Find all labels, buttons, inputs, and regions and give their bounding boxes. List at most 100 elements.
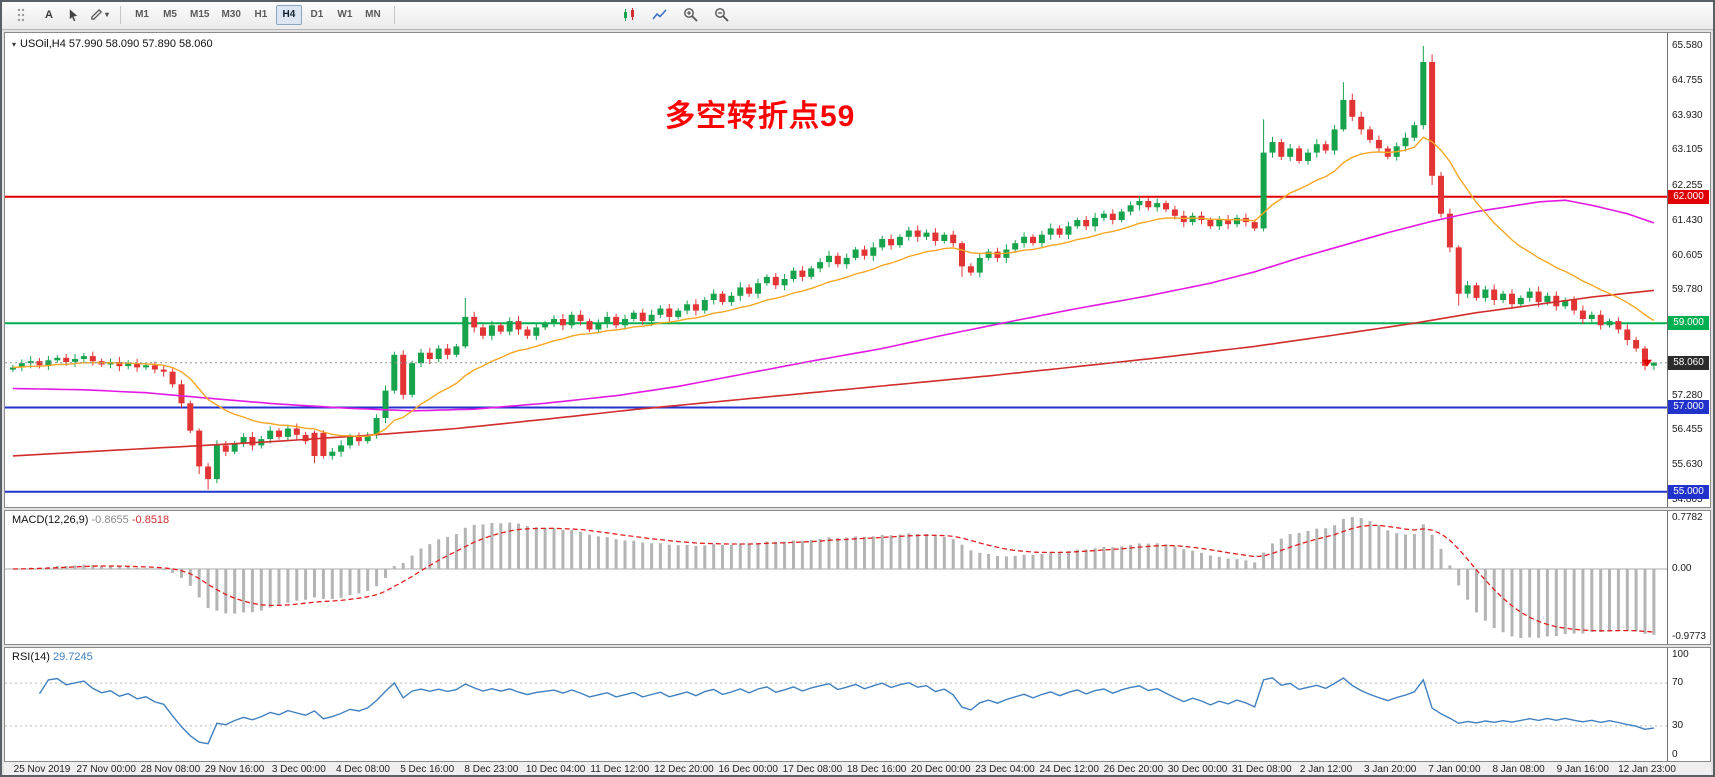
zoom-in-icon: [684, 7, 698, 22]
price-tag-58.060: 58.060: [1668, 355, 1709, 370]
time-axis-label: 10 Dec 04:00: [525, 764, 586, 775]
chart-annotation[interactable]: 多空转折点59: [665, 100, 856, 133]
timeframe-button-m5[interactable]: M5: [157, 5, 183, 25]
time-axis-label: 8 Jan 08:00: [1492, 764, 1545, 775]
macd-panel: 0.7782 0.00 -0.9773 MACD(12,26,9) -0.8655 …: [4, 510, 1711, 645]
zoom-in-button[interactable]: [679, 4, 703, 26]
time-axis-label: 17 Dec 08:00: [782, 764, 843, 775]
timeframe-button-h4[interactable]: H4: [275, 4, 302, 25]
time-axis-label: 16 Dec 00:00: [718, 764, 778, 775]
price-scale-label: 59.780: [1672, 284, 1703, 296]
toolbar-grip-icon[interactable]: [6, 3, 36, 27]
price-tag-62.000: 62.000: [1668, 189, 1709, 204]
zoom-out-button[interactable]: [710, 4, 734, 26]
rsi-chart[interactable]: [5, 648, 1668, 761]
chart-view-icons: [617, 4, 734, 26]
time-axis-label: 28 Nov 08:00: [140, 764, 201, 775]
macd-label: MACD(12,26,9) -0.8655 -0.8518: [12, 514, 169, 526]
toolbar-separator: [393, 5, 395, 24]
price-scale[interactable]: 65.580 64.755 63.930 63.105 62.255 61.430 60.6…: [1667, 33, 1710, 507]
rsi-label: RSI(14) 29.7245: [12, 651, 93, 663]
time-axis-label: 7 Jan 00:00: [1428, 764, 1481, 775]
pencil-icon: [91, 8, 103, 20]
macd-scale-label: 0.7782: [1672, 512, 1703, 523]
time-axis-label: 4 Dec 08:00: [336, 764, 390, 775]
line-chart-icon: [652, 8, 667, 19]
rsi-scale[interactable]: 100 70 30 0: [1667, 648, 1710, 761]
time-axis-label: 20 Dec 00:00: [911, 764, 971, 775]
time-axis-label: 9 Jan 16:00: [1556, 764, 1609, 775]
time-axis-label: 31 Dec 08:00: [1232, 764, 1292, 775]
timeframe-button-h1[interactable]: H1: [248, 5, 274, 25]
time-axis-label: 12 Dec 20:00: [654, 764, 714, 775]
time-axis-label: 23 Dec 04:00: [975, 764, 1035, 775]
time-axis-label: 30 Dec 00:00: [1167, 764, 1228, 775]
toolbar-separator: [120, 5, 122, 24]
price-scale-label: 54.805: [1672, 493, 1703, 505]
time-axis-label: 24 Dec 12:00: [1039, 764, 1099, 775]
time-axis-label: 27 Nov 00:00: [76, 764, 136, 775]
price-scale-label: 61.430: [1672, 214, 1703, 226]
time-axis[interactable]: 25 Nov 2019 27 Nov 00:00 28 Nov 08:00 29 No…: [4, 762, 1711, 777]
rsi-scale-label: 70: [1672, 677, 1684, 689]
line-chart-view-button[interactable]: [648, 4, 672, 26]
cursor-tool-button[interactable]: [62, 4, 84, 26]
time-axis-label: 3 Dec 00:00: [271, 764, 326, 775]
time-axis-label: 29 Nov 16:00: [204, 764, 265, 775]
macd-signal-line: [12, 524, 1654, 633]
rsi-name: RSI(14): [12, 651, 50, 663]
rsi-scale-label: 100: [1672, 649, 1689, 660]
rsi-scale-label: 0: [1672, 749, 1678, 760]
price-tag-57.000: 57.000: [1668, 400, 1709, 415]
price-scale-label: 56.455: [1672, 424, 1703, 436]
macd-main-value: -0.8655: [91, 514, 129, 526]
rsi-line: [38, 677, 1655, 745]
candlestick-chart-icon: [623, 7, 634, 21]
time-axis-label: 26 Dec 20:00: [1103, 764, 1164, 775]
price-scale-label: 62.255: [1672, 180, 1703, 192]
time-axis-label: 5 Dec 16:00: [400, 764, 455, 775]
price-tag-59.000: 59.000: [1668, 316, 1709, 331]
candlestick-chart[interactable]: [5, 33, 1668, 507]
timeframe-button-w1[interactable]: W1: [332, 5, 358, 25]
macd-scale-label: -0.9773: [1672, 631, 1706, 642]
timeframe-button-m15[interactable]: M15: [185, 5, 214, 25]
macd-scale[interactable]: 0.7782 0.00 -0.9773: [1667, 511, 1710, 644]
timeframe-button-d1[interactable]: D1: [304, 5, 330, 25]
cursor-icon: [69, 8, 77, 21]
macd-name: MACD(12,26,9): [12, 514, 89, 526]
price-scale-label: 64.755: [1672, 74, 1703, 86]
grip-dots-icon: [17, 8, 25, 21]
candles-layer: [9, 46, 1657, 490]
candlestick-view-button[interactable]: [617, 4, 641, 26]
macd-histogram: [11, 517, 1656, 638]
timeframe-button-m30[interactable]: M30: [216, 5, 245, 25]
time-axis-label: 25 Nov 2019: [13, 764, 71, 775]
time-axis-label: 2 Jan 12:00: [1299, 764, 1353, 775]
chart-collapse-icon[interactable]: ▾: [12, 40, 17, 49]
time-axis-label: 11 Dec 12:00: [590, 764, 650, 775]
symbol-ohlc-text: USOil,H4 57.990 58.090 57.890 58.060: [20, 38, 213, 50]
last-tick-arrow: [1642, 359, 1652, 367]
timeframe-button-mn[interactable]: MN: [360, 5, 386, 25]
price-scale-label: 57.280: [1672, 389, 1703, 401]
time-axis-label: 12 Jan 23:00: [1618, 764, 1676, 775]
symbol-ohlc-label: ▾ USOil,H4 57.990 58.090 57.890 58.060: [12, 38, 213, 50]
time-axis-label: 8 Dec 23:00: [464, 764, 519, 775]
price-tag-55.000: 55.000: [1668, 484, 1709, 499]
timeframe-button-m1[interactable]: M1: [129, 5, 155, 25]
rsi-panel: 100 70 30 0 RSI(14) 29.7245: [4, 647, 1711, 762]
zoom-out-icon: [715, 7, 729, 22]
price-scale-label: 55.630: [1672, 459, 1703, 471]
rsi-value: 29.7245: [52, 651, 93, 663]
chevron-down-icon: ▾: [105, 10, 110, 19]
time-axis-label: 3 Jan 20:00: [1364, 764, 1417, 775]
text-label-tool-button[interactable]: A: [38, 4, 60, 26]
main-chart-panel: 65.580 64.755 63.930 63.105 62.255 61.430 60.6…: [4, 32, 1711, 508]
macd-chart[interactable]: [5, 511, 1668, 644]
price-scale-label: 65.580: [1672, 40, 1703, 51]
time-axis-label: 18 Dec 16:00: [846, 764, 907, 775]
price-scale-label: 60.605: [1672, 249, 1703, 261]
draw-tools-button[interactable]: ▾: [86, 4, 113, 26]
